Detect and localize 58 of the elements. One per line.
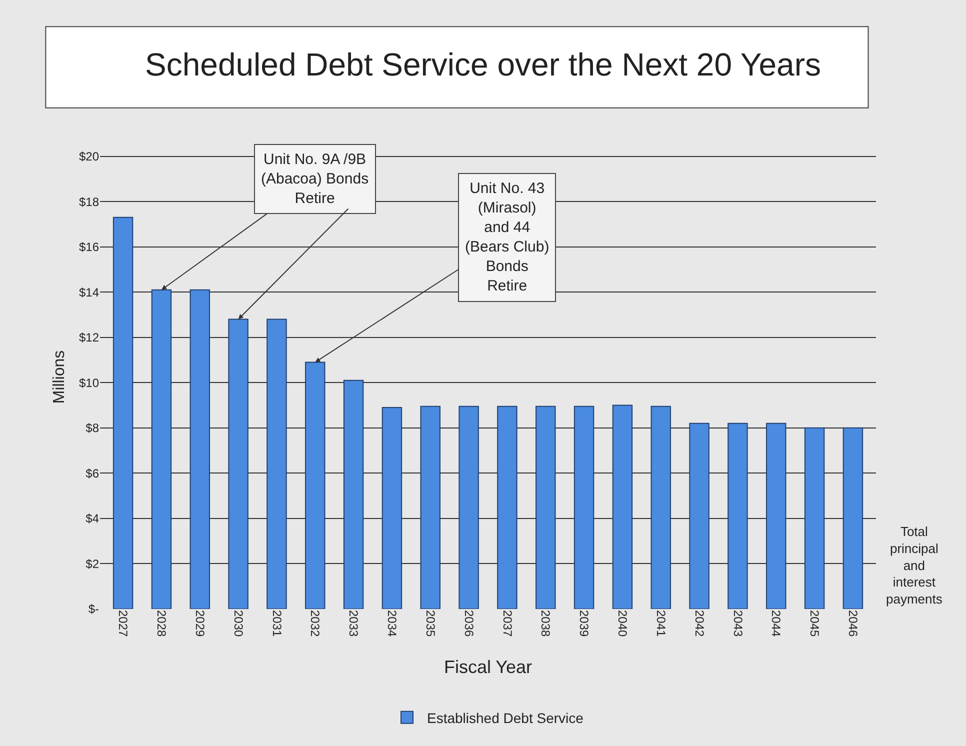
chart-title: Scheduled Debt Service over the Next 20 Years [145,46,821,82]
x-tick-label: 2028 [154,610,169,638]
y-tick-label: $10 [78,376,100,390]
bar [420,406,440,609]
y-tick-label: $20 [78,150,100,164]
bar [536,406,556,609]
x-tick-label: 2035 [423,610,438,638]
bar [842,427,864,609]
bar [650,406,671,609]
x-tick-label: 2038 [538,610,553,638]
legend-label: Established Debt Service [427,710,584,726]
bar [804,427,825,609]
x-tick-label: 2034 [385,610,400,638]
annotation: Unit No. 9A /9B (Abacoa) Bonds Retire [261,151,369,207]
bar [190,289,210,609]
y-axis-title: Millions [50,350,68,404]
y-tick-label: $18 [78,194,100,209]
x-tick-label: 2033 [346,610,361,638]
annotation: Unit No. 43 (Mirasol) and 44 (Bears Club) Bonds Retire [465,180,550,294]
y-tick-label: $8 [86,421,100,436]
x-tick-label: 2042 [692,610,706,638]
bar [151,289,172,609]
y-tick-label: $16 [78,240,100,254]
bar [497,406,518,609]
bar [228,318,248,609]
bar [574,406,594,609]
y-tick-label: $12 [78,330,100,345]
bar [766,422,786,609]
bar [112,216,134,609]
bar [612,404,633,609]
x-tick-label: 2032 [308,610,322,638]
bar [458,406,479,609]
x-tick-label: 2043 [730,610,745,638]
x-axis-title: Fiscal Year [444,657,532,677]
x-tick-label: 2046 [846,610,860,638]
bar [382,407,402,609]
x-tick-label: 2041 [654,610,668,638]
x-tick-label: 2027 [116,610,130,638]
x-tick-label: 2040 [616,610,630,638]
bar [305,362,326,609]
x-tick-label: 2029 [192,610,207,638]
bar [343,380,364,609]
x-tick-label: 2036 [462,610,476,638]
y-tick-label: $4 [86,512,100,526]
x-tick-label: 2031 [270,610,284,638]
text: Total principal and interest payments [886,524,943,607]
x-tick-label: 2044 [769,610,784,638]
bar [266,318,287,609]
x-tick-label: 2030 [231,610,246,638]
bar [689,422,710,609]
y-tick-label: $14 [78,285,100,300]
y-tick-label: $2 [86,556,100,571]
x-tick-label: 2039 [577,610,592,638]
x-tick-label: 2037 [500,610,514,638]
y-tick-label: $6 [86,466,100,480]
bar [728,422,748,609]
y-tick-label: $- [88,602,99,616]
x-tick-label: 2045 [808,610,822,638]
